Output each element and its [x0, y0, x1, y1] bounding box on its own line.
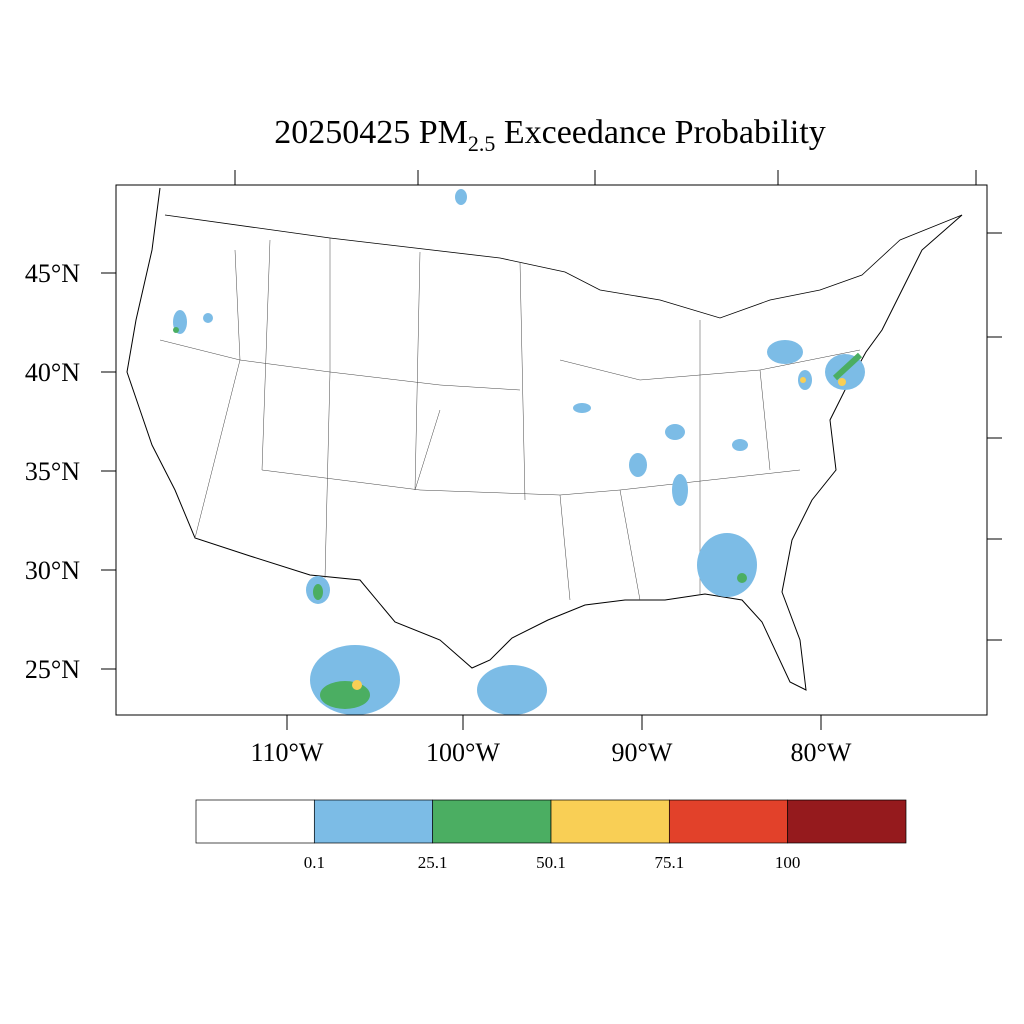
lon-label: 80°W: [791, 738, 852, 767]
map-frame: [115, 184, 988, 716]
colorbar-box: [313, 799, 434, 844]
lat-label: 30°N: [25, 556, 80, 585]
lat-label: 35°N: [25, 457, 80, 486]
colorbar-box: [432, 799, 552, 844]
colorbar-box: [787, 799, 907, 844]
colorbar-box: [550, 799, 670, 844]
area: [629, 453, 647, 477]
frame-ticks: [101, 170, 1002, 730]
lon-label: 90°W: [612, 738, 673, 767]
coastline: [126, 187, 963, 691]
area: [800, 377, 806, 383]
area: [838, 378, 846, 386]
area: [313, 584, 323, 600]
title: 20250425 PM2.5 Exceedance Probability: [274, 114, 826, 156]
title-subscript: 2.5: [468, 131, 496, 156]
lat-label: 40°N: [25, 358, 80, 387]
probability-areas: [173, 189, 865, 715]
area: [832, 352, 863, 381]
colorbar-label: 100: [775, 853, 801, 872]
area: [455, 189, 467, 205]
map: [101, 170, 1002, 730]
colorbar-label: 75.1: [654, 853, 684, 872]
colorbar-box: [668, 799, 789, 844]
area: [732, 439, 748, 451]
lon-label: 100°W: [426, 738, 500, 767]
title-rest: Exceedance Probability: [495, 114, 825, 151]
title-main: 20250425 PM: [274, 114, 468, 151]
area: [767, 340, 803, 364]
area: [477, 665, 547, 715]
axis-labels: 45°N 40°N 35°N 30°N 25°N 110°W 100°W 90°W 80°W: [25, 259, 852, 767]
lon-label: 110°W: [251, 738, 324, 767]
lat-label: 45°N: [25, 259, 80, 288]
area: [697, 533, 757, 597]
area: [665, 424, 685, 440]
colorbar-label: 25.1: [418, 853, 448, 872]
colorbar-label: 0.1: [304, 853, 325, 872]
state-lines: [159, 238, 861, 601]
area: [672, 474, 688, 506]
lat-label: 25°N: [25, 655, 80, 684]
area: [352, 680, 362, 690]
colorbar-label: 50.1: [536, 853, 566, 872]
area: [737, 573, 747, 583]
area: [203, 313, 213, 323]
area: [320, 681, 370, 709]
colorbar-box: [195, 799, 315, 844]
colorbar: 0.1 25.1 50.1 75.1 100: [195, 799, 907, 872]
area: [173, 327, 179, 333]
area: [573, 403, 591, 413]
border: [164, 214, 963, 319]
